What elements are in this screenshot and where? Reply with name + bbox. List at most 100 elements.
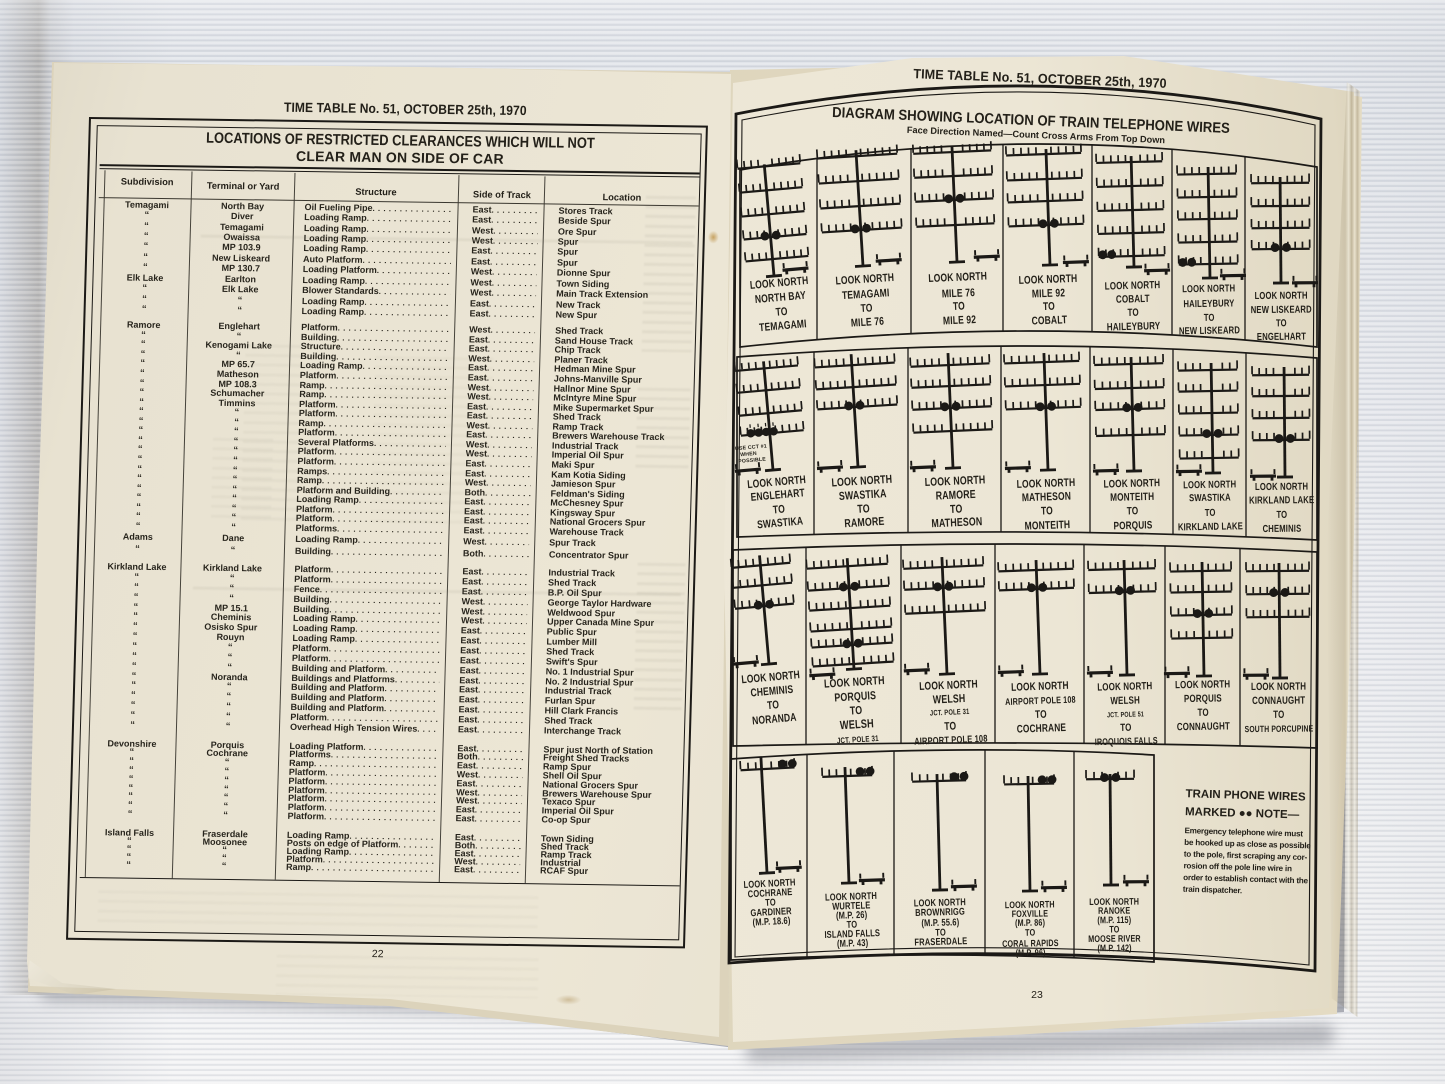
- svg-text:WELSH: WELSH: [933, 693, 966, 707]
- svg-text:SWASTIKA: SWASTIKA: [1189, 491, 1231, 503]
- svg-text:IROQUOIS FALLS: IROQUOIS FALLS: [1095, 735, 1158, 748]
- svg-text:to the pole, first scraping an: to the pole, first scraping any cor-: [1184, 850, 1308, 862]
- svg-text:SOUTH PORCUPINE: SOUTH PORCUPINE: [1245, 724, 1314, 735]
- svg-text:LOOK NORTH: LOOK NORTH: [831, 474, 892, 490]
- svg-text:LOOK NORTH: LOOK NORTH: [924, 474, 985, 489]
- svg-text:TO: TO: [1035, 709, 1047, 722]
- svg-text:NORTH BAY: NORTH BAY: [754, 290, 806, 307]
- svg-text:LOOK NORTH: LOOK NORTH: [928, 271, 987, 286]
- svg-text:TO: TO: [1273, 709, 1284, 720]
- svg-text:TO: TO: [1025, 927, 1036, 938]
- svg-text:TO: TO: [846, 919, 857, 931]
- svg-text:NORANDA: NORANDA: [752, 712, 797, 728]
- svg-text:(M.P. 115): (M.P. 115): [1097, 914, 1131, 926]
- svg-text:TRAIN PHONE WIRES: TRAIN PHONE WIRES: [1185, 788, 1306, 803]
- svg-text:FOXVILLE: FOXVILLE: [1012, 907, 1049, 919]
- svg-text:TO: TO: [765, 896, 776, 908]
- svg-text:(M.P. 55.6): (M.P. 55.6): [921, 916, 959, 928]
- svg-text:RAMORE: RAMORE: [935, 489, 976, 503]
- svg-text:LOOK NORTH: LOOK NORTH: [1011, 680, 1069, 694]
- svg-text:TO: TO: [1120, 722, 1132, 734]
- svg-text:KIRKLAND LAKE: KIRKLAND LAKE: [1178, 520, 1243, 532]
- svg-text:(M.P. 26): (M.P. 26): [836, 909, 868, 921]
- svg-text:MONTEITH: MONTEITH: [1110, 491, 1154, 505]
- svg-text:Emergency telephone wire must: Emergency telephone wire must: [1184, 826, 1303, 838]
- svg-text:TO: TO: [773, 503, 786, 516]
- svg-text:(M.P. 86): (M.P. 86): [1015, 917, 1045, 929]
- svg-text:TO: TO: [950, 503, 963, 516]
- svg-text:LOOK NORTH: LOOK NORTH: [1182, 282, 1235, 294]
- svg-text:LOOK NORTH: LOOK NORTH: [747, 474, 807, 491]
- svg-text:CONNAUGHT: CONNAUGHT: [1177, 720, 1230, 732]
- svg-text:KIRKLAND LAKE: KIRKLAND LAKE: [1249, 494, 1314, 506]
- svg-text:train dispatcher.: train dispatcher.: [1183, 885, 1242, 896]
- svg-text:WELSH: WELSH: [1110, 694, 1140, 706]
- svg-text:TO: TO: [1276, 509, 1287, 520]
- svg-text:WURTELE: WURTELE: [832, 899, 871, 912]
- svg-text:(M.P. 18.6): (M.P. 18.6): [752, 915, 790, 928]
- svg-text:order to establish contact wit: order to establish contact with the: [1183, 873, 1309, 885]
- svg-text:MONTEITH: MONTEITH: [1024, 519, 1070, 533]
- svg-text:TO: TO: [860, 302, 873, 315]
- svg-text:LOOK NORTH: LOOK NORTH: [824, 675, 885, 691]
- svg-text:TO: TO: [1127, 306, 1139, 319]
- svg-text:TO: TO: [767, 699, 780, 712]
- svg-text:TO: TO: [850, 705, 863, 718]
- svg-text:LOOK NORTH: LOOK NORTH: [1255, 290, 1308, 302]
- svg-text:SWASTIKA: SWASTIKA: [839, 488, 888, 503]
- svg-text:TO: TO: [1205, 507, 1216, 518]
- svg-text:PORQUIS: PORQUIS: [1184, 692, 1222, 704]
- svg-text:NEW LISKEARD: NEW LISKEARD: [1179, 324, 1241, 336]
- svg-text:LOOK NORTH: LOOK NORTH: [749, 275, 809, 292]
- svg-text:LOOK NORTH: LOOK NORTH: [1175, 678, 1230, 690]
- svg-text:ENGELHART: ENGELHART: [1257, 331, 1307, 343]
- svg-text:MILE 76: MILE 76: [942, 287, 976, 301]
- svg-text:LOOK NORTH: LOOK NORTH: [919, 678, 978, 693]
- svg-text:TO: TO: [1041, 505, 1053, 518]
- svg-text:CONNAUGHT: CONNAUGHT: [1252, 695, 1305, 707]
- svg-text:AIRPORT POLE 108: AIRPORT POLE 108: [914, 733, 988, 747]
- svg-text:COCHRANE: COCHRANE: [747, 886, 792, 900]
- svg-text:LOOK NORTH: LOOK NORTH: [835, 272, 894, 288]
- svg-text:BROWNRIGG: BROWNRIGG: [915, 906, 965, 919]
- svg-text:JCT. POLE 31: JCT. POLE 31: [930, 708, 970, 718]
- svg-text:TEMAGAMI: TEMAGAMI: [842, 287, 890, 302]
- svg-text:POSSIBLE: POSSIBLE: [738, 457, 767, 465]
- svg-text:TO: TO: [1043, 301, 1055, 314]
- svg-text:USE CCT #1: USE CCT #1: [735, 443, 767, 452]
- svg-text:LOOK NORTH: LOOK NORTH: [1255, 481, 1308, 493]
- svg-text:MATHESON: MATHESON: [931, 516, 982, 531]
- svg-text:HAILEYBURY: HAILEYBURY: [1183, 297, 1234, 309]
- svg-text:(M.P. 96): (M.P. 96): [1015, 947, 1045, 959]
- svg-text:MILE 92: MILE 92: [1032, 287, 1066, 301]
- svg-text:LOOK NORTH: LOOK NORTH: [1005, 898, 1055, 910]
- svg-text:LOOK NORTH: LOOK NORTH: [743, 876, 796, 890]
- svg-text:LOOK NORTH: LOOK NORTH: [1183, 478, 1236, 490]
- svg-text:TO: TO: [1197, 707, 1208, 718]
- svg-text:SWASTIKA: SWASTIKA: [757, 515, 804, 531]
- svg-text:CHEMINIS: CHEMINIS: [750, 684, 794, 700]
- svg-text:LOOK NORTH: LOOK NORTH: [1103, 477, 1160, 491]
- svg-text:TO: TO: [935, 926, 946, 938]
- svg-text:LOOK NORTH: LOOK NORTH: [1104, 278, 1160, 292]
- svg-text:COBALT: COBALT: [1031, 314, 1067, 328]
- svg-text:LOOK NORTH: LOOK NORTH: [1097, 680, 1152, 693]
- svg-text:(M.P. 142): (M.P. 142): [1097, 942, 1131, 954]
- svg-text:LOOK NORTH: LOOK NORTH: [1016, 477, 1075, 491]
- svg-text:RAMORE: RAMORE: [844, 516, 885, 531]
- svg-text:MARKED ●● NOTE—: MARKED ●● NOTE—: [1185, 806, 1300, 821]
- svg-text:LOOK NORTH: LOOK NORTH: [914, 896, 966, 909]
- svg-text:COCHRANE: COCHRANE: [1017, 722, 1067, 736]
- svg-text:LOOK NORTH: LOOK NORTH: [1018, 273, 1077, 287]
- svg-text:TO: TO: [1127, 505, 1139, 518]
- svg-text:TEMAGAMI: TEMAGAMI: [759, 318, 807, 334]
- svg-text:TO: TO: [1204, 312, 1215, 323]
- svg-text:MILE 92: MILE 92: [943, 314, 977, 328]
- svg-text:MOOSE RIVER: MOOSE RIVER: [1088, 933, 1141, 945]
- svg-text:TO: TO: [857, 503, 870, 516]
- svg-text:rosion off the pole line wire: rosion off the pole line wire in: [1183, 861, 1292, 873]
- svg-text:(M.P. 43): (M.P. 43): [837, 937, 869, 949]
- svg-text:TO: TO: [1109, 923, 1120, 934]
- svg-text:GARDINER: GARDINER: [750, 905, 792, 918]
- svg-text:NEW LISKEARD: NEW LISKEARD: [1251, 304, 1312, 316]
